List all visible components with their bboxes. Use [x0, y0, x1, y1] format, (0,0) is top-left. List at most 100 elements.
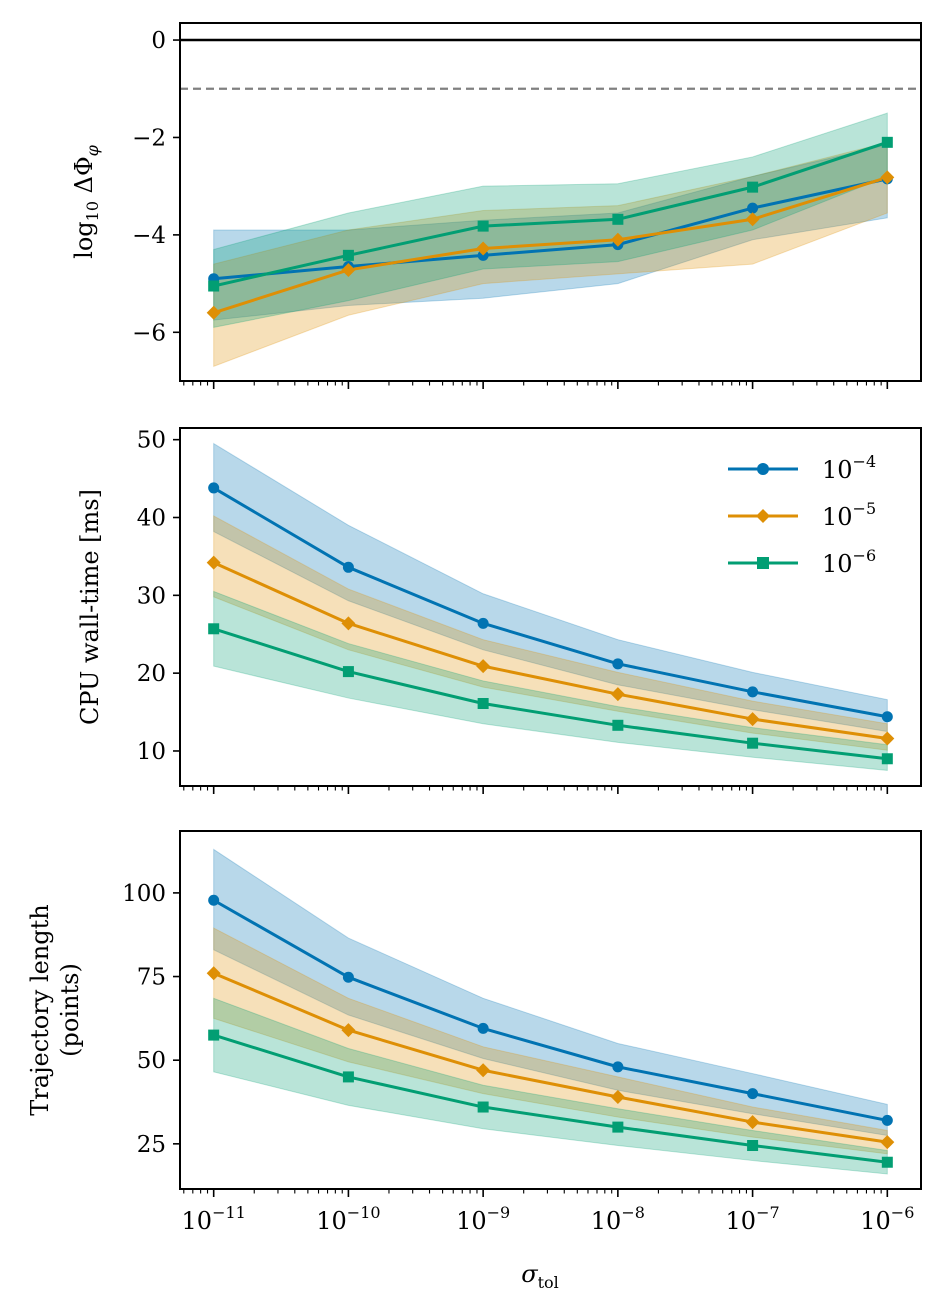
point-series-2-1: [342, 1071, 354, 1083]
line-series-0: [213, 177, 888, 281]
point-series-0-4: [747, 202, 759, 214]
panel-3-bands: [213, 848, 888, 1175]
point-series-1-4: [745, 1115, 760, 1130]
legend-label-0: 10−4: [822, 452, 876, 484]
panel-phase-error: 0 −2 −4 −6 log10 ΔΦφ: [70, 22, 922, 389]
point-series-2-2: [477, 220, 489, 232]
legend-label-1: 10−5: [822, 499, 876, 531]
panel-1-yticks: 0 −2 −4 −6: [132, 28, 180, 346]
panel-3-xticks: 10−11 10−10 10−9 10−8 10−7 10−6: [182, 1189, 914, 1235]
point-series-2-1: [342, 249, 354, 261]
ytick-label: 10: [137, 739, 166, 765]
point-series-1-2: [476, 659, 491, 674]
point-series-0-3: [612, 658, 624, 670]
point-series-2-0: [208, 1029, 220, 1041]
point-series-2-0: [208, 623, 220, 635]
point-series-1-1: [341, 1023, 356, 1038]
panel-3-ylabel-line-2: (points): [56, 963, 84, 1057]
point-series-2-3: [612, 719, 624, 731]
panel-2-frame: [179, 427, 922, 787]
point-series-2-5: [881, 753, 893, 765]
point-series-2-5: [881, 1156, 893, 1168]
xtick-label: 10−6: [860, 1203, 914, 1235]
point-series-0-5: [881, 1114, 893, 1126]
ytick-label: 50: [137, 1048, 166, 1074]
point-series-0-2: [477, 1022, 489, 1034]
band-series-1: [213, 515, 888, 751]
line-series-1: [213, 561, 888, 741]
panel-1-ylabel: log10 ΔΦφ: [70, 144, 102, 259]
point-series-2-3: [612, 1121, 624, 1133]
point-series-1-5: [880, 731, 895, 746]
point-series-0-2: [477, 617, 489, 629]
panel-3-ylabel-line-1: Trajectory length: [26, 904, 54, 1115]
line-series-2: [213, 1033, 888, 1164]
line-series-0: [212, 898, 888, 1122]
point-series-2-3: [612, 213, 624, 225]
panel-1-hlines: [180, 38, 921, 90]
band-series-0: [213, 144, 888, 321]
panel-2-yticks: 10 20 30 40 50: [137, 428, 180, 765]
point-series-1-5: [880, 170, 895, 185]
point-series-1-2: [476, 241, 491, 256]
point-series-2-4: [747, 737, 759, 749]
ytick-label: −2: [132, 125, 166, 151]
point-series-0-1: [342, 561, 354, 573]
line-series-1: [213, 175, 888, 315]
point-series-2-5: [881, 136, 893, 148]
ytick-label: −6: [132, 320, 166, 346]
ytick-label: 0: [151, 28, 166, 54]
point-series-1-4: [745, 212, 760, 227]
panel-1-xticks: [183, 381, 889, 389]
point-series-1-5: [880, 1135, 895, 1150]
xtick-label: 10−8: [591, 1203, 645, 1235]
band-series-2: [213, 590, 888, 771]
point-series-1-0: [206, 305, 221, 320]
panel-2-markers: [206, 482, 895, 765]
line-series-2: [213, 140, 888, 288]
xtick-label: 10−10: [316, 1203, 380, 1235]
panel-3-yticks: 25 50 75 100: [122, 881, 180, 1158]
point-series-1-1: [341, 616, 356, 631]
point-series-2-4: [747, 1140, 759, 1152]
legend: 10−4 10−5 10−6: [728, 452, 876, 578]
x-axis-label: σtol: [521, 1260, 559, 1292]
xtick-label: 10−7: [726, 1203, 780, 1235]
line-series-0: [212, 486, 888, 719]
point-series-1-0: [206, 555, 221, 570]
point-series-1-1: [341, 262, 356, 277]
point-series-0-0: [208, 894, 220, 906]
ytick-label: 50: [137, 428, 166, 454]
panel-1-lines: [213, 140, 888, 315]
line-series-1: [213, 971, 888, 1144]
point-series-2-2: [477, 1101, 489, 1113]
point-series-1-3: [610, 687, 625, 702]
band-series-1: [213, 141, 888, 368]
legend-marker-0: [757, 463, 769, 475]
xtick-label: 10−11: [182, 1203, 246, 1235]
panel-2-ylabel: CPU wall-time [ms]: [76, 489, 104, 725]
panel-1-bands: [213, 112, 888, 368]
point-series-0-3: [612, 1061, 624, 1073]
point-series-1-0: [206, 966, 221, 981]
xtick-label: 10−9: [456, 1203, 510, 1235]
line-series-2: [213, 627, 888, 761]
ytick-label: 75: [137, 965, 166, 991]
legend-marker-1: [756, 509, 770, 523]
point-series-0-4: [747, 686, 759, 698]
ytick-label: 30: [137, 583, 166, 609]
legend-label-2: 10−6: [822, 546, 876, 578]
panel-3-markers: [206, 894, 895, 1168]
point-series-0-4: [747, 1088, 759, 1100]
point-series-1-4: [745, 712, 760, 727]
point-series-2-2: [477, 698, 489, 710]
band-series-0: [213, 442, 888, 733]
panel-2-xticks: [183, 786, 889, 794]
point-series-0-1: [342, 971, 354, 983]
ytick-label: −4: [132, 223, 166, 249]
panel-3-frame: [179, 830, 922, 1190]
point-series-1-2: [476, 1063, 491, 1078]
panel-2-bands: [213, 442, 888, 771]
ytick-label: 40: [137, 506, 166, 532]
